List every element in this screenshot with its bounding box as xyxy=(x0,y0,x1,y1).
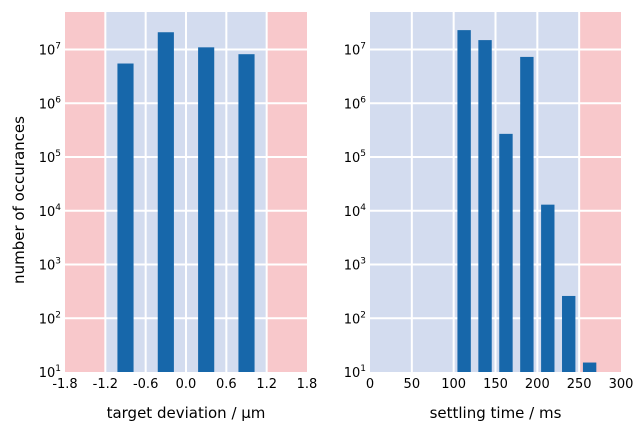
bar xyxy=(198,47,215,372)
shaded-region-0 xyxy=(579,12,621,372)
bar xyxy=(562,295,576,372)
x-tick-label: 250 xyxy=(567,377,592,392)
y-tick-label: 102 xyxy=(344,310,366,327)
x-tick-label: 1.8 xyxy=(297,377,318,392)
x-tick-label: -1.2 xyxy=(93,377,118,392)
y-tick-label: 106 xyxy=(344,95,367,112)
bar xyxy=(582,362,597,372)
bar xyxy=(520,56,534,372)
y-tick-label: 103 xyxy=(39,257,61,274)
y-tick-label: 106 xyxy=(39,95,62,112)
y-tick-label: 107 xyxy=(39,42,61,59)
bar xyxy=(157,32,174,373)
y-tick-label: 101 xyxy=(344,364,366,381)
x-tick-label: 0 xyxy=(366,377,374,392)
panel-settling-time: 0 50 100 150 200 250 300 101 102 103 104 105 106 107 s… xyxy=(344,12,634,422)
x-tick-label: 0.0 xyxy=(176,377,197,392)
bar xyxy=(499,133,513,372)
shaded-region-0 xyxy=(65,12,106,372)
bar xyxy=(457,30,471,372)
bar xyxy=(478,40,492,372)
y-tick-label: 104 xyxy=(344,203,367,220)
x-tick-label: 1.2 xyxy=(256,377,277,392)
bar xyxy=(117,63,134,373)
y-tick-label: 102 xyxy=(39,310,61,327)
x-axis-label: settling time / ms xyxy=(430,404,562,422)
x-tick-label: 300 xyxy=(609,377,634,392)
y-tick-label: 105 xyxy=(39,149,61,166)
x-tick-label: 0.6 xyxy=(216,377,237,392)
y-tick-label: 104 xyxy=(39,203,62,220)
panel-target-deviation: -1.8 -1.2 -0.6 0.0 0.6 1.2 1.81011021031041051… xyxy=(39,12,318,422)
y-tick-label: 103 xyxy=(344,257,366,274)
x-tick-label: 150 xyxy=(483,377,508,392)
bar xyxy=(238,54,255,373)
bar xyxy=(541,204,555,372)
x-axis-label: target deviation / µm xyxy=(107,404,266,422)
x-tick-label: 100 xyxy=(441,377,466,392)
x-tick-label: -1.8 xyxy=(52,377,77,392)
x-tick-label: 200 xyxy=(525,377,550,392)
x-tick-label: 50 xyxy=(404,377,421,392)
shaded-region-1 xyxy=(266,12,307,372)
y-axis-label: number of occurances xyxy=(10,116,28,284)
x-tick-label: -0.6 xyxy=(133,377,158,392)
y-tick-label: 105 xyxy=(344,149,366,166)
y-tick-label: 107 xyxy=(344,42,366,59)
